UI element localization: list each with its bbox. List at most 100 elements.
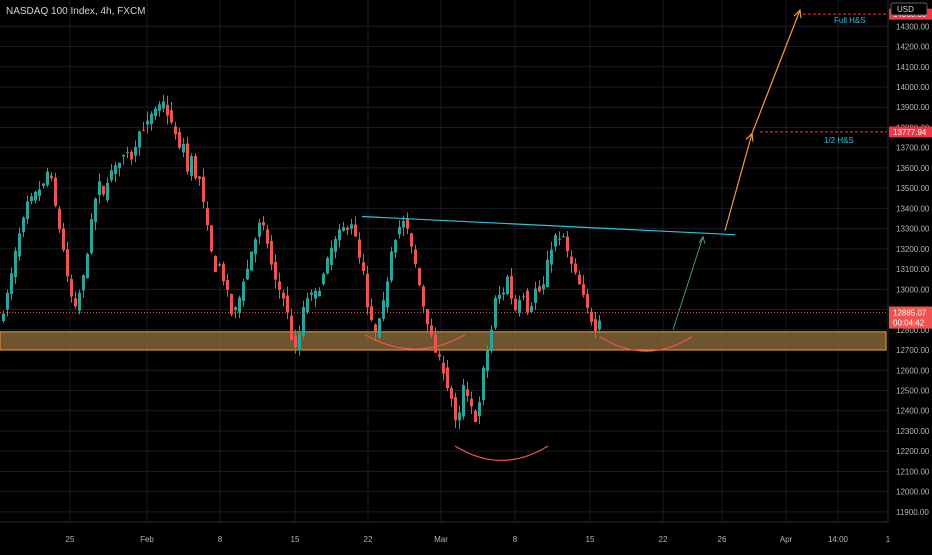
y-tick-label: 13600.00 xyxy=(896,164,930,173)
candle-body xyxy=(306,298,309,313)
drawings-layer: 1/2 H&S Full H&S xyxy=(0,8,887,461)
candle-body xyxy=(270,240,273,265)
candle-body xyxy=(590,311,593,322)
candle-body xyxy=(126,151,129,153)
candle-body xyxy=(502,292,505,295)
candle-body xyxy=(134,146,137,156)
currency-badge-bg xyxy=(890,2,928,16)
candle-body xyxy=(54,177,57,206)
half-hs-price-tag-bg xyxy=(889,126,932,138)
candle-body xyxy=(66,249,69,277)
candle-body xyxy=(546,259,549,287)
candle-body xyxy=(122,154,125,157)
x-tick-label: 8 xyxy=(513,535,518,544)
candle-body xyxy=(210,225,213,252)
candle-body xyxy=(486,350,489,372)
candle-body xyxy=(198,176,201,179)
candle-body xyxy=(542,284,545,290)
candle-body xyxy=(386,281,389,308)
candle-body xyxy=(82,275,85,291)
candle-body xyxy=(246,268,249,280)
candle-body xyxy=(518,299,521,314)
candle-body xyxy=(522,296,525,298)
candle-body xyxy=(398,226,401,235)
candle-body xyxy=(278,281,281,290)
neckline xyxy=(361,215,736,236)
y-tick-label: 12400.00 xyxy=(896,407,930,416)
candle-body xyxy=(458,412,461,421)
candle-body xyxy=(422,286,425,307)
y-tick-label: 13900.00 xyxy=(896,103,930,112)
candle-body xyxy=(338,229,341,241)
candle-body xyxy=(38,189,41,196)
candle-body xyxy=(34,191,37,201)
candle-body xyxy=(554,235,557,247)
candle-body xyxy=(226,279,229,290)
y-tick-label: 13300.00 xyxy=(896,225,930,234)
x-tick-label: 1 xyxy=(886,535,891,544)
grid-layer xyxy=(0,0,889,522)
candle-body xyxy=(142,129,145,131)
candle-body xyxy=(302,306,305,336)
candle-body xyxy=(186,143,189,172)
candle-body xyxy=(214,256,217,273)
candle-body xyxy=(350,224,353,229)
candle-body xyxy=(242,281,245,301)
candle-body xyxy=(166,104,169,116)
candle-body xyxy=(118,162,121,169)
candle-body xyxy=(50,175,53,179)
candle-body xyxy=(490,329,493,351)
candle-body xyxy=(138,131,141,148)
candle-body xyxy=(14,250,17,278)
candle-body xyxy=(266,229,269,244)
candle-body xyxy=(10,273,13,295)
candle-body xyxy=(330,247,333,265)
y-tick-label: 13500.00 xyxy=(896,184,930,193)
candle-body xyxy=(174,126,177,135)
pattern-arc xyxy=(364,334,466,350)
candle-body xyxy=(586,293,589,308)
candle-body xyxy=(98,181,101,196)
candle-body xyxy=(150,113,153,125)
full-hs-label: Full H&S xyxy=(834,16,866,25)
candle-body xyxy=(362,262,365,271)
candle-body xyxy=(274,261,277,280)
half-hs-price-tag: 13777.94 xyxy=(893,128,927,137)
candle-body xyxy=(582,284,585,295)
candle-body xyxy=(238,297,241,313)
candle-body xyxy=(154,108,157,117)
chart-title: NASDAQ 100 Index, 4h, FXCM xyxy=(6,6,146,17)
candle-body xyxy=(26,201,29,220)
candle-body xyxy=(402,221,405,228)
candle-body xyxy=(90,219,93,254)
y-tick-label: 14200.00 xyxy=(896,43,930,52)
candle-body xyxy=(30,196,33,202)
candle-body xyxy=(498,294,501,300)
y-tick-label: 14100.00 xyxy=(896,63,930,72)
candle-body xyxy=(366,273,369,308)
candle-body xyxy=(426,309,429,325)
x-tick-label: 15 xyxy=(291,535,300,544)
candle-body xyxy=(326,257,329,274)
candle-body xyxy=(442,362,445,374)
current-price-tag-bg xyxy=(889,306,932,329)
candle-body xyxy=(534,288,537,303)
candle-body xyxy=(438,354,441,357)
candle-body xyxy=(370,306,373,321)
candle-body xyxy=(158,104,161,111)
candle-body xyxy=(314,290,317,299)
pattern-arc xyxy=(454,445,549,461)
candle-body xyxy=(310,292,313,295)
candle-body xyxy=(6,292,9,310)
y-tick-label: 13400.00 xyxy=(896,204,930,213)
x-tick-label: Mar xyxy=(434,535,448,544)
candle-body xyxy=(570,256,573,264)
candle-body xyxy=(566,236,569,252)
half-target-arrowhead xyxy=(745,132,754,142)
candle-body xyxy=(282,292,285,299)
x-tick-label: 22 xyxy=(659,535,668,544)
half-hs-label: 1/2 H&S xyxy=(824,136,854,145)
y-tick-label: 12600.00 xyxy=(896,366,930,375)
